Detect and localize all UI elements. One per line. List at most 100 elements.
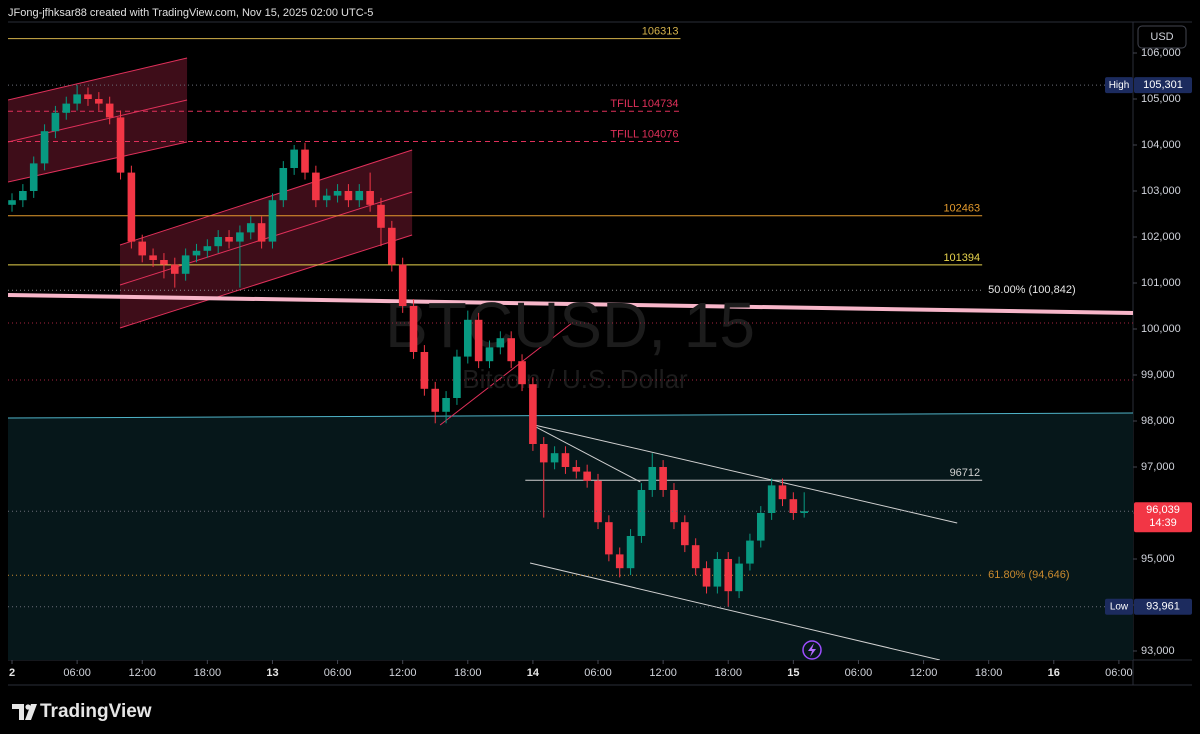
candle-body [322, 195, 331, 201]
x-tick-label: 12:00 [910, 667, 938, 679]
footer-logo[interactable]: TradingView [12, 701, 152, 722]
x-tick-label: 06:00 [324, 667, 352, 679]
candle-body [463, 319, 472, 357]
candle-body [561, 453, 570, 467]
candle-body [170, 264, 179, 274]
y-tick-label: 93,000 [1141, 645, 1175, 657]
y-tick-label: 101,000 [1141, 277, 1181, 289]
candle-body [735, 563, 743, 592]
candle-body [420, 351, 429, 389]
logo-dot[interactable] [25, 704, 31, 710]
candle-body [746, 540, 754, 564]
price-badge-value: 96,039 [1146, 504, 1180, 516]
level-label: 102463 [943, 203, 980, 215]
y-tick-label: 97,000 [1141, 461, 1175, 473]
trendline [529, 423, 958, 524]
candle-body [453, 356, 461, 398]
x-tick-label: 12:00 [649, 667, 677, 679]
candle-body [615, 554, 624, 569]
candle-body [333, 190, 342, 196]
currency-label[interactable]: USD [1150, 31, 1173, 43]
candle-body [670, 489, 678, 523]
channel-line [8, 57, 188, 101]
candle-body [149, 255, 157, 260]
price-badge [1134, 77, 1192, 94]
candle-body [496, 338, 505, 348]
trendline [8, 293, 1133, 315]
candle-body [105, 103, 114, 118]
trendline [8, 412, 1133, 419]
y-tick-label: 100,000 [1141, 323, 1181, 335]
channel-line [119, 191, 413, 286]
candle-body [518, 361, 526, 385]
candle-body [225, 236, 233, 242]
logo-slash[interactable] [25, 704, 37, 720]
candle-body [442, 397, 450, 412]
candle-body [312, 172, 320, 201]
x-tick-label: 12:00 [128, 667, 156, 679]
x-tick-label: 14 [527, 667, 540, 679]
channel-line [8, 99, 188, 143]
channel-fill [8, 58, 188, 182]
candle-body [756, 512, 765, 541]
candle-body [659, 466, 667, 490]
candle-body [279, 167, 288, 201]
candle-body [192, 250, 201, 256]
candle-body [301, 149, 309, 173]
candle-body [507, 338, 515, 362]
candle-body [431, 388, 440, 412]
currency-box[interactable] [1137, 25, 1187, 49]
candle-body [40, 131, 49, 164]
candle-body [29, 163, 38, 191]
y-tick-label: 99,000 [1141, 369, 1175, 381]
channel-line [119, 149, 413, 246]
icon-bolt[interactable] [808, 643, 816, 657]
candle-body [236, 232, 244, 242]
candle-body [409, 305, 418, 352]
channel-line [119, 234, 413, 329]
price-badge-value: 105,301 [1143, 79, 1183, 91]
icon-ring[interactable] [802, 640, 822, 660]
candle-body [214, 236, 222, 247]
logo-mark[interactable] [12, 704, 24, 720]
trendline [529, 562, 940, 660]
price-badge-value: 93,961 [1146, 601, 1180, 613]
candle-body [681, 522, 689, 546]
badge-name: High [1109, 80, 1130, 91]
candle-body [138, 241, 147, 256]
candle-body [702, 568, 711, 587]
x-tick-label: 13 [266, 667, 278, 679]
bar-replay-icon[interactable] [802, 640, 822, 660]
candle-body [550, 453, 559, 463]
header: JFong-jfhksar88 created with TradingView… [8, 7, 373, 19]
candle-body [800, 511, 808, 513]
zone-fill [8, 412, 1133, 660]
level-label: TFILL 104076 [610, 128, 678, 140]
candle-body [594, 480, 602, 523]
x-tick-label: 06:00 [63, 667, 91, 679]
candle-body [366, 190, 374, 205]
candle-body [84, 94, 92, 100]
footer-brand[interactable]: TradingView [40, 701, 152, 722]
candle-body [377, 204, 385, 228]
candle-body [388, 227, 396, 265]
level-label: 101394 [943, 252, 980, 264]
level-label: 50.00% (100,842) [988, 284, 1075, 296]
y-tick-label: 104,000 [1141, 139, 1181, 151]
candle-body [355, 190, 364, 201]
candle-body [572, 466, 581, 472]
candle-body [474, 319, 483, 362]
x-tick-label: 18:00 [194, 667, 222, 679]
y-tick-label: 98,000 [1141, 415, 1175, 427]
badge-name-box [1105, 598, 1133, 615]
x-tick-label: 2 [9, 667, 15, 679]
candle-body [95, 99, 103, 104]
candle-body [637, 489, 646, 536]
badge-name: Low [1110, 601, 1129, 612]
candle-body [62, 103, 71, 113]
level-label: 61.80% (94,646) [988, 569, 1069, 581]
x-tick-label: 15 [787, 667, 799, 679]
candle-body [73, 94, 81, 104]
